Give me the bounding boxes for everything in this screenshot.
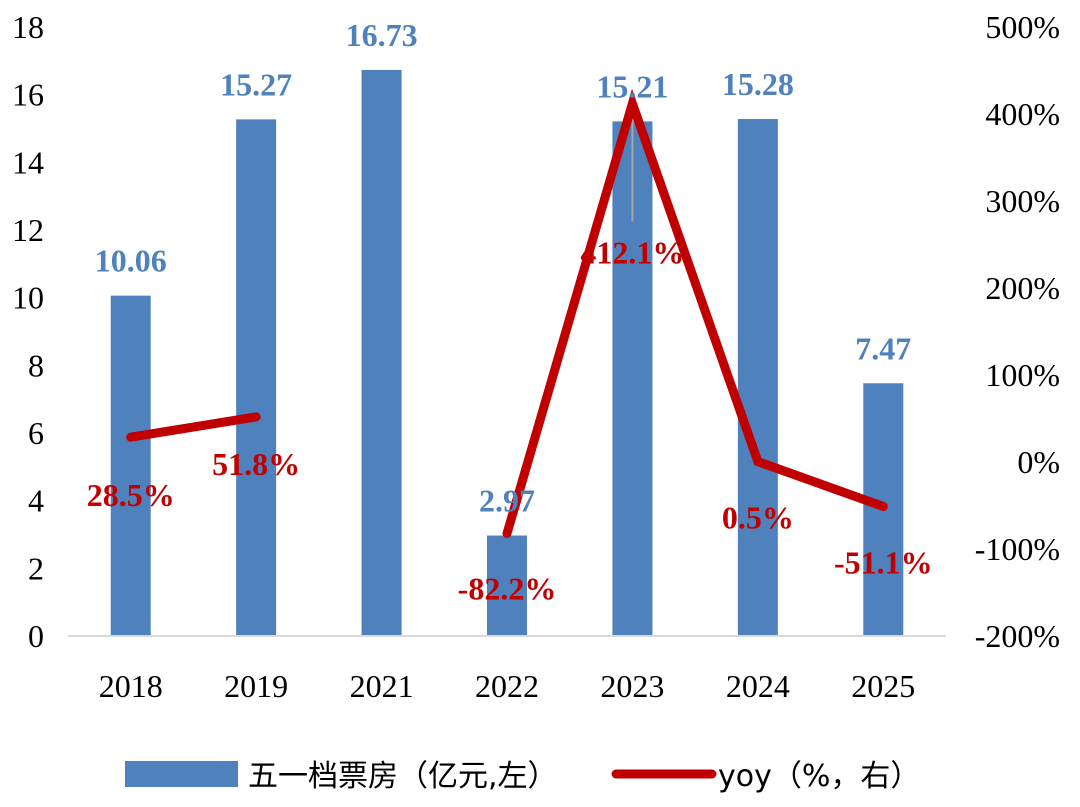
x-tick-label: 2018 bbox=[99, 668, 163, 704]
bar-2018 bbox=[110, 295, 151, 636]
legend-bar-swatch bbox=[125, 761, 238, 787]
bar-value-label: 10.06 bbox=[95, 243, 167, 279]
y-left-tick-label: 6 bbox=[28, 415, 44, 451]
y-left-tick-label: 12 bbox=[12, 212, 44, 248]
x-tick-label: 2024 bbox=[726, 668, 790, 704]
y-right-tick-label: 400% bbox=[985, 96, 1060, 132]
x-tick-label: 2022 bbox=[475, 668, 539, 704]
bars-layer bbox=[110, 69, 904, 637]
bar-value-label: 15.21 bbox=[596, 68, 668, 104]
y-left-tick-label: 2 bbox=[28, 550, 44, 586]
x-tick-label: 2023 bbox=[600, 668, 664, 704]
y-left-tick-label: 10 bbox=[12, 280, 44, 316]
y-right-tick-label: -200% bbox=[975, 618, 1060, 654]
bar-2022 bbox=[487, 535, 527, 636]
bar-2019 bbox=[236, 119, 277, 637]
bar-value-label: 7.47 bbox=[855, 330, 911, 366]
data-labels-layer: 10.06 15.27 16.73 2.97 15.21 15.28 7.47 28.5% 51… bbox=[87, 17, 933, 607]
bar-value-label: 15.27 bbox=[220, 66, 292, 102]
y-left-tick-label: 14 bbox=[12, 144, 44, 180]
y-left-tick-label: 0 bbox=[28, 618, 44, 654]
x-tick-label: 2025 bbox=[851, 668, 915, 704]
yoy-value-label: 51.8% bbox=[212, 446, 300, 482]
yoy-line-layer bbox=[126, 88, 888, 538]
bar-2021 bbox=[361, 69, 402, 637]
y-right-tick-label: -100% bbox=[975, 531, 1060, 567]
y-right-tick-label: 100% bbox=[985, 357, 1060, 393]
y-right-tick-label: 300% bbox=[985, 183, 1060, 219]
x-tick-label: 2019 bbox=[224, 668, 288, 704]
yoy-value-label: -51.1% bbox=[834, 544, 933, 580]
legend-line-label: yoy（%，右） bbox=[718, 759, 920, 794]
legend-bar-label: 五一档票房（亿元,左） bbox=[248, 759, 558, 794]
x-tick-label: 2021 bbox=[350, 668, 414, 704]
y-right-tick-label: 500% bbox=[985, 9, 1060, 45]
y-left-tick-label: 16 bbox=[12, 77, 44, 113]
bar-value-label: 16.73 bbox=[346, 17, 418, 53]
yoy-value-label: 0.5% bbox=[722, 500, 794, 536]
yoy-value-label: 28.5% bbox=[87, 477, 175, 513]
yoy-value-label: -82.2% bbox=[458, 571, 557, 607]
y-right-tick-label: 200% bbox=[985, 270, 1060, 306]
yoy-line-segment bbox=[502, 88, 888, 538]
y-left-tick-label: 4 bbox=[28, 483, 44, 519]
yoy-line-segment bbox=[126, 412, 261, 442]
bar-2024 bbox=[737, 119, 778, 636]
axes-layer: 2018 2019 2021 2022 2023 2024 2025 0 2 4 6 8 10 12 14 1… bbox=[12, 9, 1060, 704]
bar-value-label: 2.97 bbox=[479, 483, 535, 519]
y-right-tick-label: 0% bbox=[1017, 444, 1060, 480]
y-left-tick-label: 18 bbox=[12, 9, 44, 45]
y-left-tick-label: 8 bbox=[28, 347, 44, 383]
legend: 五一档票房（亿元,左） yoy（%，右） bbox=[125, 759, 920, 794]
yoy-value-label: 412.1% bbox=[580, 234, 684, 270]
bar-value-label: 15.28 bbox=[722, 66, 794, 102]
